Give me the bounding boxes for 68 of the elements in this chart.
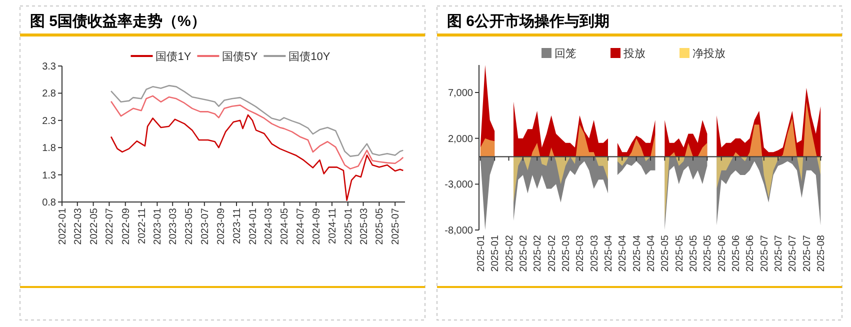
x-tick-label: 2024-11	[327, 208, 338, 244]
x-tick-label: 2023-03	[168, 208, 180, 245]
x-tick-label: 2025-03	[575, 234, 586, 272]
x-tick-label: 2025-04	[603, 234, 614, 272]
x-tick-label: 2025-02	[518, 234, 530, 272]
x-tick-label: 2025-06	[716, 234, 728, 272]
x-tick-label: 2025-07	[788, 234, 799, 272]
line-series	[110, 95, 404, 170]
x-tick-label: 2025-03	[358, 208, 370, 245]
y-tick-label: 2.3	[42, 116, 56, 127]
legend-label: 国债1Y	[156, 50, 192, 63]
x-tick-label: 2025-03	[589, 234, 600, 272]
x-tick-label: 2025-05	[702, 234, 714, 272]
x-tick-label: 2024-05	[279, 208, 290, 245]
y-tick-label: 2,000	[448, 134, 474, 145]
x-tick-label: 2023-01	[152, 208, 164, 245]
x-tick-label: 2025-07	[774, 234, 785, 272]
x-tick-label: 2024-03	[264, 208, 275, 245]
line-series	[110, 114, 404, 202]
x-tick-label: 2025-05	[660, 234, 672, 272]
x-tick-label: 2024-09	[312, 208, 323, 245]
x-tick-label: 2025-02	[532, 234, 544, 272]
x-tick-label: 2022-01	[58, 208, 68, 245]
x-tick-label: 2025-05	[674, 234, 686, 272]
x-tick-label: 2024-01	[248, 208, 259, 245]
chart-title: 图 5国债收益率走势（%）	[30, 12, 206, 30]
line-series	[110, 84, 404, 157]
x-tick-label: 2025-01	[343, 208, 354, 245]
x-tick-label: 2025-01	[490, 234, 502, 272]
legend-label: 回笼	[554, 48, 576, 60]
y-tick-label: 7,000	[448, 88, 474, 99]
x-tick-label: 2024-07	[295, 208, 306, 245]
x-tick-label: 2025-08	[816, 234, 828, 272]
x-tick-label: 2025-02	[504, 234, 516, 272]
x-tick-label: 2022-09	[120, 208, 132, 245]
x-tick-label: 2025-07	[759, 234, 770, 272]
y-tick-label: 3.3	[42, 62, 56, 72]
x-tick-label: 2023-05	[184, 208, 196, 245]
x-tick-label: 2025-04	[618, 234, 629, 272]
x-tick-label: 2025-04	[632, 234, 643, 272]
y-tick-label: 2.8	[42, 88, 56, 100]
x-tick-label: 2022-11	[136, 208, 148, 244]
x-tick-label: 2025-06	[731, 234, 742, 272]
x-tick-label: 2025-05	[688, 234, 700, 272]
x-tick-label: 2023-07	[200, 208, 211, 245]
y-tick-label: -8,000	[444, 226, 474, 236]
x-tick-label: 2025-02	[546, 234, 558, 272]
x-tick-label: 2023-09	[216, 208, 228, 245]
x-tick-label: 2025-07	[802, 234, 813, 272]
x-tick-label: 2025-06	[745, 234, 756, 272]
x-tick-label: 2025-05	[374, 208, 386, 245]
x-tick-label: 2025-07	[390, 208, 402, 245]
x-tick-label: 2025-04	[646, 234, 657, 272]
legend-label: 国债5Y	[222, 50, 258, 63]
x-tick-label: 2023-11	[232, 208, 243, 244]
chart-title: 图 6公开市场操作与到期	[447, 12, 610, 30]
y-tick-label: -3,000	[444, 180, 474, 191]
x-tick-label: 2022-03	[72, 208, 84, 245]
x-tick-label: 2025-01	[476, 234, 487, 272]
y-tick-label: 1.3	[42, 170, 56, 182]
y-tick-label: 1.8	[42, 143, 56, 154]
x-tick-label: 2022-05	[88, 208, 100, 245]
legend-label: 国债10Y	[288, 50, 331, 63]
y-tick-label: 0.8	[42, 198, 56, 208]
x-tick-label: 2025-03	[560, 234, 572, 272]
legend-label: 净投放	[692, 48, 726, 60]
x-tick-label: 2022-07	[104, 208, 116, 245]
legend-label: 投放	[622, 48, 646, 60]
